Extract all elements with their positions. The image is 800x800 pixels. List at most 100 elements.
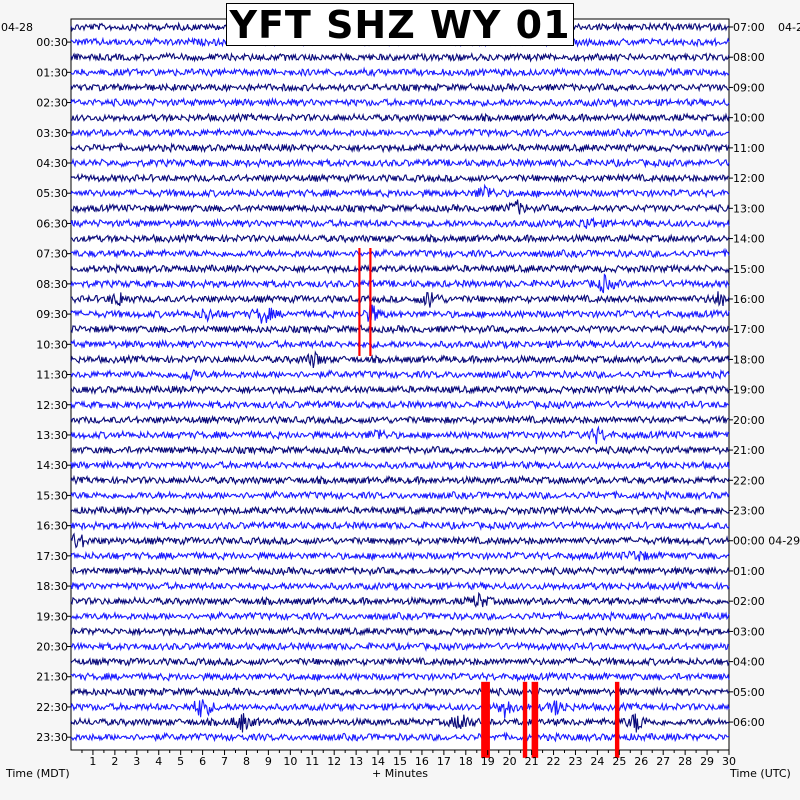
x-tick-label: 15: [393, 755, 407, 768]
x-tick-label: 8: [243, 755, 250, 768]
trace-group: [70, 21, 730, 743]
seismic-trace: [70, 338, 730, 350]
seismic-trace: [70, 641, 730, 652]
seismic-trace: [70, 199, 730, 215]
x-tick-label: 7: [221, 755, 228, 768]
seismic-trace: [70, 520, 730, 531]
red-marker: [531, 681, 539, 758]
x-tick-label: 24: [590, 755, 604, 768]
right-axis-label: Time (UTC): [729, 767, 791, 780]
seismic-trace: [70, 656, 730, 668]
right-tick-label: 13:00: [733, 202, 765, 215]
left-axis-label: Time (MDT): [5, 767, 70, 780]
right-tick-label: 02:00: [733, 595, 765, 608]
left-tick-label: 13:30: [36, 429, 68, 442]
x-tick-label: 27: [656, 755, 670, 768]
red-marker: [358, 248, 361, 356]
left-tick-label: 21:30: [36, 671, 68, 684]
x-tick-label: 11: [305, 755, 319, 768]
left-tick-label: 16:30: [36, 520, 68, 533]
seismic-trace: [70, 368, 730, 382]
x-tick-label: 2: [111, 755, 118, 768]
right-tick-label: 04:00: [733, 656, 765, 669]
right-tick-label: 14:00: [733, 233, 765, 246]
seismic-trace: [70, 323, 730, 335]
seismic-trace: [70, 183, 730, 199]
left-tick-label: 01:30: [36, 66, 68, 79]
left-tick-label: 19:30: [36, 610, 68, 623]
left-tick-label: 22:30: [36, 701, 68, 714]
left-tick-label: 17:30: [36, 550, 68, 563]
chart-title-box: YFT SHZ WY 01: [226, 3, 574, 46]
left-tick-label: 05:30: [36, 187, 68, 200]
seismic-trace: [70, 263, 730, 275]
x-tick-label: 3: [133, 755, 140, 768]
seismic-trace: [70, 414, 730, 426]
seismic-trace: [70, 474, 730, 486]
left-tick-label: 08:30: [36, 278, 68, 291]
left-tick-label: 00:30: [36, 36, 68, 49]
right-tick-label: 23:00: [733, 505, 765, 518]
x-tick-label: 23: [568, 755, 582, 768]
seismic-trace: [70, 350, 730, 369]
left-tick-label: 09:30: [36, 308, 68, 321]
seismic-trace: [70, 384, 730, 396]
left-tick-label: 04:30: [36, 157, 68, 170]
left-tick-label: 06:30: [36, 217, 68, 230]
x-tick-label: 17: [437, 755, 451, 768]
x-tick-label: 4: [155, 755, 162, 768]
seismic-trace: [70, 580, 730, 592]
seismic-trace: [70, 66, 730, 78]
x-tick-label: 6: [199, 755, 206, 768]
right-tick-label: 01:00: [733, 565, 765, 578]
seismic-trace: [70, 96, 730, 108]
right-tick-label: 07:00: [733, 21, 765, 34]
left-tick-label: 11:30: [36, 369, 68, 382]
right-tick-label: 21:00: [733, 444, 765, 457]
plot-area: [70, 18, 730, 751]
seismic-trace: [70, 273, 730, 294]
seismic-trace: [70, 505, 730, 516]
right-tick-label: 11:00: [733, 142, 765, 155]
left-tick-label: 02:30: [36, 97, 68, 110]
right-tick-label: 08:00: [733, 51, 765, 64]
x-tick-label: 14: [371, 755, 385, 768]
x-tick-label: 26: [634, 755, 648, 768]
right-tick-label: 20:00: [733, 414, 765, 427]
seismic-trace: [70, 626, 730, 637]
seismic-trace: [71, 671, 730, 683]
seismic-trace: [70, 216, 730, 229]
right-tick-label: 17:00: [733, 323, 765, 336]
x-tick-group: 1 2 3 4 5 6 7 8 9 10 11 12 13 14 15 16 17 18 19 20 21 22 23 24 2…: [81, 750, 736, 768]
x-tick-label: 13: [349, 755, 363, 768]
red-marker: [522, 681, 528, 758]
right-tick-label: 18:00: [733, 353, 765, 366]
left-tick-label: 14:30: [36, 459, 68, 472]
x-axis-label: + Minutes: [372, 767, 428, 780]
left-tick-label: 23:30: [36, 731, 68, 744]
marker-group: [358, 248, 620, 758]
x-tick-label: 30: [722, 755, 736, 768]
seismic-trace: [70, 303, 730, 324]
red-marker: [614, 681, 620, 758]
seismic-trace: [70, 425, 730, 445]
x-tick-label: 25: [612, 755, 626, 768]
seismic-trace: [70, 532, 730, 549]
right-tick-label: 06:00: [733, 716, 765, 729]
seismic-trace: [70, 550, 730, 562]
x-tick-label: 18: [459, 755, 473, 768]
x-tick-label: 21: [525, 755, 539, 768]
right-tick-label: 19:00: [733, 384, 765, 397]
chart-title: YFT SHZ WY 01: [229, 2, 571, 47]
right-tick-label: 12:00: [733, 172, 765, 185]
seismic-trace: [70, 565, 730, 577]
x-tick-label: 16: [415, 755, 429, 768]
seismic-trace: [70, 444, 730, 456]
left-tick-label: 10:30: [36, 338, 68, 351]
x-tick-label: 28: [678, 755, 692, 768]
seismic-trace: [70, 51, 730, 63]
left-date-label: 04-28: [1, 21, 33, 34]
seismic-trace: [70, 157, 730, 169]
x-tick-label: 20: [503, 755, 517, 768]
left-tick-label: 20:30: [36, 641, 68, 654]
